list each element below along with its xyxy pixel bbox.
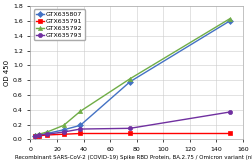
GTX635792 bbox=[33, 134, 36, 136]
GTX635807 bbox=[37, 134, 40, 136]
Line: GTX635791: GTX635791 bbox=[33, 131, 231, 138]
GTX635792 bbox=[37, 133, 40, 135]
GTX635793 bbox=[62, 131, 65, 133]
GTX635791 bbox=[33, 135, 36, 137]
GTX635792 bbox=[45, 131, 48, 133]
GTX635792 bbox=[128, 78, 131, 80]
GTX635792 bbox=[62, 124, 65, 126]
GTX635791 bbox=[45, 134, 48, 136]
GTX635791 bbox=[227, 133, 230, 134]
GTX635807 bbox=[128, 81, 131, 83]
GTX635807 bbox=[45, 133, 48, 134]
GTX635793 bbox=[33, 135, 36, 137]
GTX635793 bbox=[227, 111, 230, 113]
GTX635793 bbox=[45, 133, 48, 135]
GTX635807 bbox=[33, 135, 36, 137]
GTX635793 bbox=[78, 128, 81, 130]
GTX635793 bbox=[128, 127, 131, 129]
GTX635807 bbox=[62, 129, 65, 131]
Y-axis label: OD 450: OD 450 bbox=[4, 60, 10, 86]
GTX635792 bbox=[78, 110, 81, 112]
Line: GTX635793: GTX635793 bbox=[33, 110, 231, 138]
Line: GTX635807: GTX635807 bbox=[33, 19, 231, 138]
GTX635791 bbox=[37, 135, 40, 137]
GTX635792 bbox=[227, 18, 230, 20]
GTX635807 bbox=[78, 124, 81, 126]
Line: GTX635792: GTX635792 bbox=[33, 17, 231, 137]
GTX635791 bbox=[62, 133, 65, 135]
X-axis label: Recombinant SARS-CoV-2 (COVID-19) Spike RBD Protein, BA.2.75 / Omicron variant (: Recombinant SARS-CoV-2 (COVID-19) Spike … bbox=[15, 155, 252, 160]
GTX635791 bbox=[128, 133, 131, 134]
GTX635807 bbox=[227, 20, 230, 22]
GTX635793 bbox=[37, 134, 40, 136]
Legend: GTX635807, GTX635791, GTX635792, GTX635793: GTX635807, GTX635791, GTX635792, GTX6357… bbox=[34, 9, 85, 40]
GTX635791 bbox=[78, 133, 81, 134]
